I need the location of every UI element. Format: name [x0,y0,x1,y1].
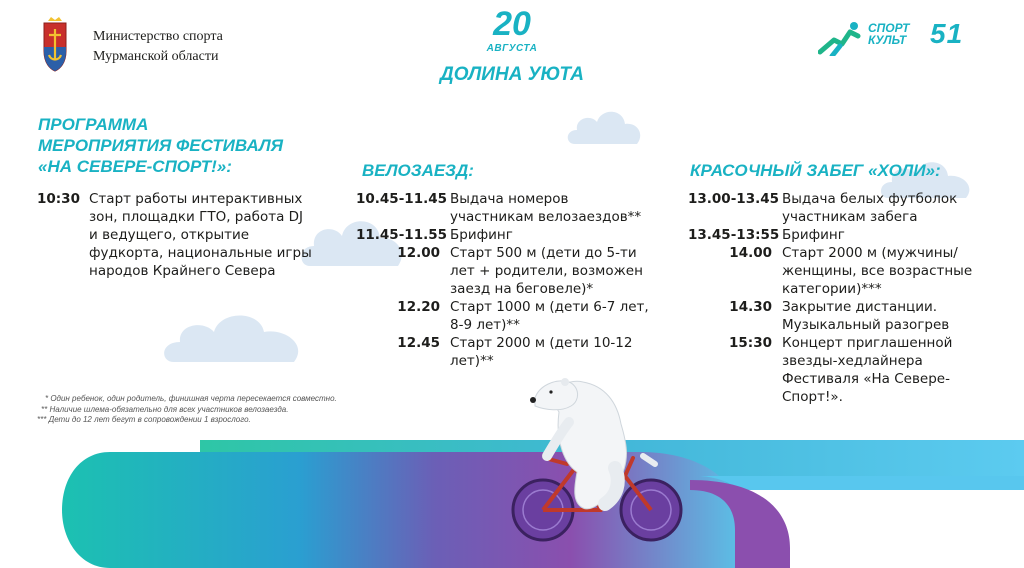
ministry-name: Министерство спорта Мурманской области [93,27,223,67]
program-title-line-2: МЕРОПРИЯТИЯ ФЕСТИВАЛЯ [38,136,284,155]
schedule-row: 10:30 Старт работы интерактивных зон, пл… [37,190,312,280]
program-title: ПРОГРАММА МЕРОПРИЯТИЯ ФЕСТИВАЛЯ «НА СЕВЕ… [38,114,283,177]
schedule-text: Закрытие дистанции. Музыкальный разогрев [782,299,950,333]
schedule-row: 12.45 Старт 2000 м (дети 10-12 лет)** [356,334,656,370]
event-day: 20 [493,5,531,43]
schedule-text: Концерт приглашенной звезды-хедлайнера Ф… [782,335,953,405]
schedule-row: 10.45-11.45 Выдача номеров участникам ве… [356,190,656,226]
schedule-time: 12.20 [397,299,440,315]
murmansk-coat-of-arms-icon [43,17,67,72]
schedule-time: 14.00 [729,245,772,261]
schedule-text: Брифинг [450,227,513,243]
background-scene [62,440,1024,568]
cloud-left [164,315,299,362]
schedule-row: 12.20 Старт 1000 м (дети 6-7 лет, 8-9 ле… [356,298,656,334]
schedule-time: 14.30 [729,299,772,315]
logo-line-1: СПОРТ [868,21,910,35]
schedule-text: Старт 2000 м (дети 10-12 лет)** [450,335,633,369]
schedule-text: Старт 2000 м (мужчины/женщины, все возра… [782,245,973,297]
holi-schedule: 13.00-13.45 Выдача белых футболок участн… [688,190,988,406]
schedule-time: 15:30 [729,335,772,351]
schedule-text: Старт работы интерактивных зон, площадки… [89,191,312,279]
schedule-text: Старт 1000 м (дети 6-7 лет, 8-9 лет)** [450,299,649,333]
footnote: * Один ребенок, один родитель, финишная … [45,394,337,403]
logo-number: 51 [930,18,964,49]
schedule-text: Выдача номеров участникам велозаездов** [450,191,642,225]
schedule-row: 13.00-13.45 Выдача белых футболок участн… [688,190,988,226]
schedule-time: 10.45-11.45 [356,191,448,207]
footnote: ** Наличие шлема-обязательно для всех уч… [41,404,289,414]
schedule-text: Старт 500 м (дети до 5-ти лет + родители… [450,245,643,297]
schedule-row: 14.30 Закрытие дистанции. Музыкальный ра… [688,298,988,334]
schedule-row: 14.00 Старт 2000 м (мужчины/женщины, все… [688,244,988,298]
cloud-right [880,162,970,198]
logo-line-2: КУЛЬТ [868,33,907,47]
schedule-time: 13.45-13:55 [688,227,780,243]
polar-bear-cyclist [511,378,683,542]
footnotes: * Один ребенок, один родитель, финишная … [37,394,337,426]
schedule-time: 13.00-13.45 [688,191,780,207]
program-title-line-1: ПРОГРАММА [38,115,149,134]
ministry-line-1: Министерство спорта [93,29,223,44]
holi-title: КРАСОЧНЫЙ ЗАБЕГ «ХОЛИ»: [690,161,941,180]
velo-schedule: 10.45-11.45 Выдача номеров участникам ве… [356,190,656,370]
schedule-time: 10:30 [37,191,80,207]
schedule-text: Выдача белых футболок участникам забега [782,191,958,225]
schedule-text: Брифинг [782,227,845,243]
footnote: *** Дети до 12 лет бегут в сопровождении… [37,415,251,424]
cloud-top-right [567,111,641,144]
event-month: АВГУСТА [486,43,538,54]
velo-title: ВЕЛОЗАЕЗД: [362,161,474,180]
schedule-row: 13.45-13:55 Брифинг [688,226,988,244]
schedule-time: 12.45 [397,335,440,351]
cloud-middle [301,221,402,266]
schedule-time: 12.00 [397,245,440,261]
logo-wordmark: СПОРТ КУЛЬТ [868,22,910,46]
schedule-time: 11.45-11.55 [356,227,448,243]
schedule-row: 11.45-11.55 Брифинг [356,226,656,244]
schedule-row: 12.00 Старт 500 м (дети до 5-ти лет + ро… [356,244,656,298]
event-place: ДОЛИНА УЮТА [440,64,584,85]
schedule-row: 15:30 Концерт приглашенной звезды-хедлай… [688,334,988,406]
program-schedule: 10:30 Старт работы интерактивных зон, пл… [37,190,312,280]
ministry-line-2: Мурманской области [93,49,219,64]
runner-logo-icon [818,22,861,56]
program-title-line-3: «НА СЕВЕРЕ-СПОРТ!»: [38,157,232,176]
